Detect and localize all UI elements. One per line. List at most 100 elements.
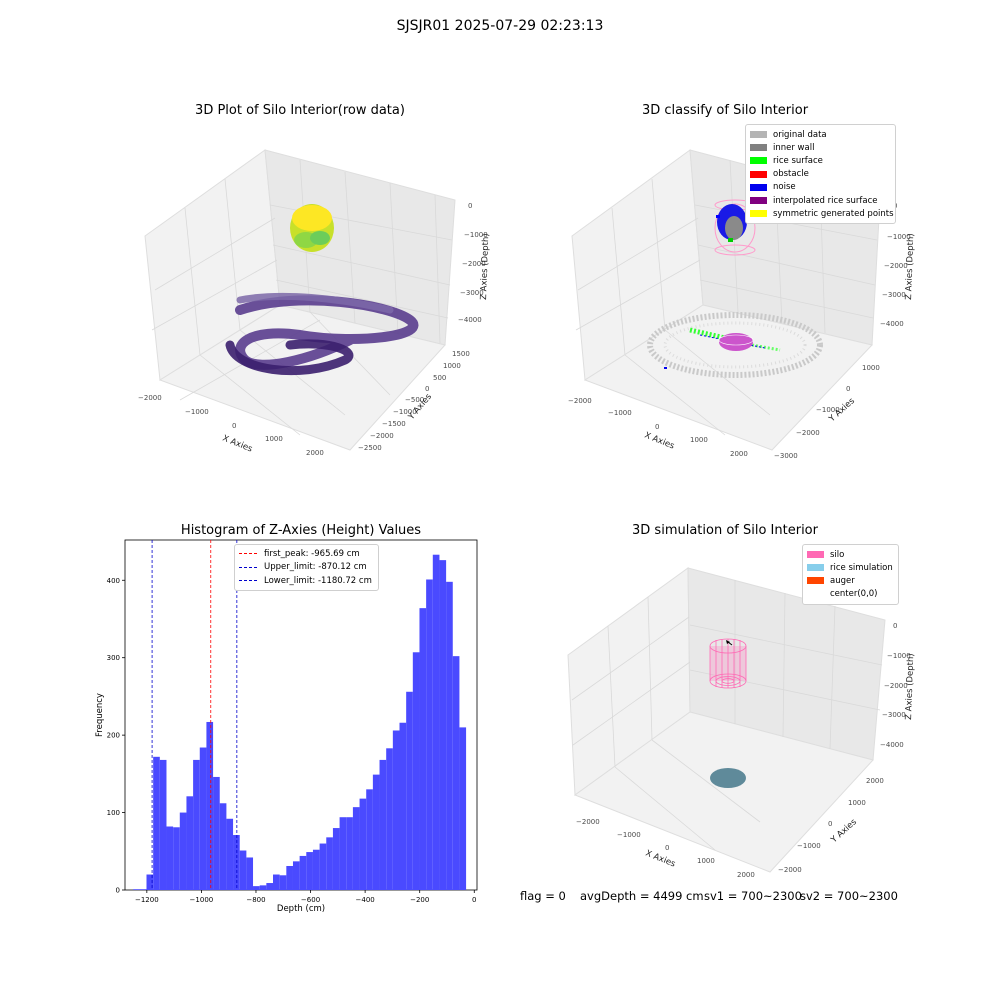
plot4-silo bbox=[709, 638, 747, 689]
hist-xticks: −1200 −1000 −800 −600 −400 −200 0 bbox=[135, 890, 477, 904]
p2-xt-3: 1000 bbox=[690, 436, 708, 444]
p1-yt-1: 1000 bbox=[443, 362, 461, 370]
p2-yt-0: 1000 bbox=[862, 364, 880, 372]
p4-xt-0: −2000 bbox=[576, 818, 600, 826]
hist-bar bbox=[253, 886, 260, 890]
hist-legend-label: Upper_limit: -870.12 cm bbox=[264, 562, 367, 573]
hist-bar bbox=[439, 560, 447, 890]
plot2-legend: original data inner wall rice surface ob… bbox=[745, 124, 896, 225]
legend-entry: original data bbox=[750, 128, 890, 141]
p4-yt-3: −1000 bbox=[797, 842, 821, 850]
p4-yt-1: 1000 bbox=[848, 799, 866, 807]
hist-bar bbox=[233, 835, 240, 890]
plot4-panes bbox=[567, 567, 886, 873]
hist-legend-entry: Lower_limit: -1180.72 cm bbox=[239, 574, 372, 588]
p2-xt-1: −1000 bbox=[608, 409, 632, 417]
hist-legend-entry: Upper_limit: -870.12 cm bbox=[239, 561, 372, 575]
p2-zt-2: −2000 bbox=[884, 262, 908, 270]
hist-xtick-label: −400 bbox=[356, 896, 375, 904]
legend-swatch bbox=[750, 183, 767, 191]
p1-xt-0: −2000 bbox=[138, 394, 162, 402]
hist-bar bbox=[426, 579, 433, 890]
hist-bar bbox=[299, 855, 307, 890]
p4-zt-3: −3000 bbox=[882, 711, 906, 719]
p4-xlabel: X Axies bbox=[644, 849, 677, 870]
hist-bar bbox=[246, 857, 254, 890]
hist-bar bbox=[279, 875, 287, 890]
hist-bar bbox=[239, 850, 247, 890]
legend-label: inner wall bbox=[773, 142, 815, 153]
hist-legend-label: first_peak: -965.69 cm bbox=[264, 548, 360, 559]
hist-ytick-label: 400 bbox=[107, 577, 120, 585]
hist-bar bbox=[406, 691, 413, 890]
p4-yt-2: 0 bbox=[828, 820, 832, 828]
legend-line-red bbox=[239, 553, 257, 555]
hist-bar bbox=[292, 861, 300, 890]
plot2-title: 3D classify of Silo Interior bbox=[641, 103, 809, 118]
plot1-data-floor bbox=[225, 292, 419, 376]
p4-yt-0: 2000 bbox=[866, 777, 884, 785]
p1-zt-4: −4000 bbox=[458, 316, 482, 324]
hist-xtick-label: −800 bbox=[246, 896, 265, 904]
p1-yt-8: −2500 bbox=[358, 444, 382, 452]
hist-ytick-label: 0 bbox=[116, 887, 120, 895]
p4-xt-2: 0 bbox=[665, 844, 669, 852]
legend-swatch bbox=[750, 131, 767, 139]
p1-xt-1: −1000 bbox=[185, 408, 209, 416]
hist-bar bbox=[166, 826, 174, 890]
hist-bar bbox=[179, 812, 187, 890]
hist-bar bbox=[133, 889, 140, 890]
p2-xt-2: 0 bbox=[655, 423, 659, 431]
legend-swatch bbox=[750, 197, 767, 205]
hist-xlabel: Depth (cm) bbox=[277, 904, 325, 914]
hist-bar bbox=[452, 656, 460, 890]
p1-zt-3: −3000 bbox=[460, 289, 484, 297]
legend-entry: auger bbox=[807, 574, 893, 587]
hist-bar bbox=[412, 652, 420, 890]
p4-zlabel: Z Axies (Depth) bbox=[904, 653, 916, 720]
legend-label: rice simulation bbox=[830, 562, 893, 573]
p2-xt-0: −2000 bbox=[568, 397, 592, 405]
sv2-text: sv2 = 700~2300 bbox=[800, 889, 898, 903]
hist-bar bbox=[359, 798, 367, 890]
hist-bar bbox=[139, 889, 147, 890]
hist-bar bbox=[286, 865, 293, 890]
hist-bar bbox=[392, 730, 400, 890]
hist-ylabel: Frequency bbox=[95, 693, 105, 737]
p2-yt-2: −1000 bbox=[816, 406, 840, 414]
p1-xt-3: 1000 bbox=[265, 435, 283, 443]
hist-xtick-label: −600 bbox=[301, 896, 320, 904]
p1-yt-5: −1000 bbox=[393, 408, 417, 416]
hist-ytick-label: 300 bbox=[107, 654, 120, 662]
hist-bars bbox=[133, 554, 467, 890]
p1-yt-0: 1500 bbox=[452, 350, 470, 358]
legend-label: symmetric generated points bbox=[773, 208, 894, 219]
hist-bar bbox=[306, 852, 313, 890]
legend-line-blue bbox=[239, 566, 257, 568]
plot1-title: 3D Plot of Silo Interior(row data) bbox=[195, 103, 405, 118]
plot4-rice-simulation bbox=[710, 768, 746, 788]
legend-entry: obstacle bbox=[750, 168, 890, 181]
hist-bar bbox=[372, 774, 380, 890]
hist-legend: first_peak: -965.69 cm Upper_limit: -870… bbox=[234, 544, 379, 591]
plot2-data-floor bbox=[647, 312, 823, 378]
legend-label: rice surface bbox=[773, 155, 823, 166]
p4-xt-3: 1000 bbox=[697, 857, 715, 865]
p1-zt-0: 0 bbox=[468, 202, 472, 210]
hist-bar bbox=[399, 722, 407, 890]
hist-bar bbox=[266, 883, 274, 890]
hist-bar bbox=[206, 721, 214, 890]
p1-yt-6: −1500 bbox=[382, 420, 406, 428]
hist-bar bbox=[446, 581, 453, 890]
legend-entry: interpolated rice surface bbox=[750, 194, 890, 207]
plot4-legend: silo rice simulation auger center(0,0) bbox=[802, 544, 899, 605]
legend-entry: rice simulation bbox=[807, 561, 893, 574]
p2-yt-3: −2000 bbox=[796, 429, 820, 437]
p2-zt-3: −3000 bbox=[882, 291, 906, 299]
legend-label: obstacle bbox=[773, 169, 809, 180]
legend-entry: rice surface bbox=[750, 154, 890, 167]
hist-bar bbox=[459, 727, 467, 890]
p4-ylabel: Y Axies bbox=[829, 817, 860, 846]
